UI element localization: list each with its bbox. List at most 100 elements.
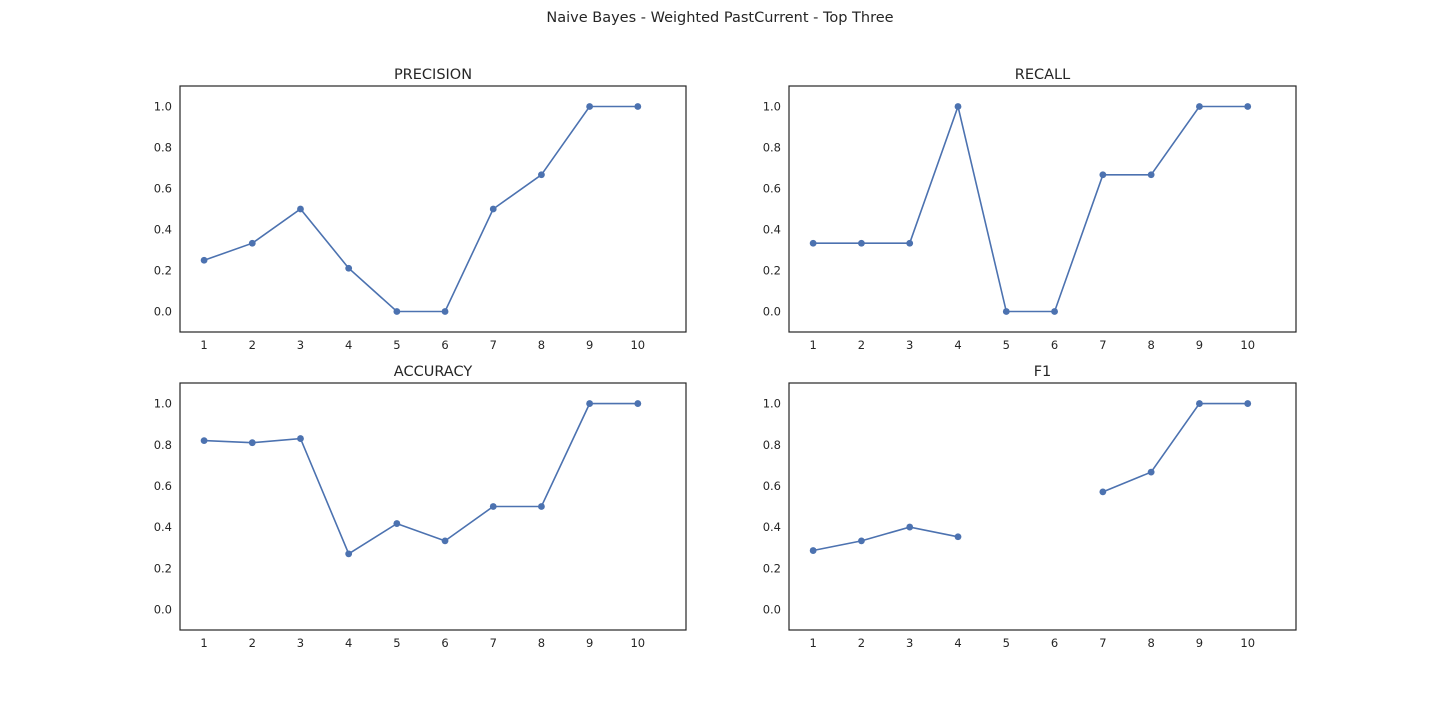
precision-xtick-label: 3 bbox=[297, 338, 304, 352]
f1-xtick-label: 4 bbox=[954, 636, 961, 650]
precision-title: PRECISION bbox=[394, 67, 472, 83]
accuracy-ytick-label: 0.2 bbox=[154, 561, 172, 575]
accuracy-xtick-label: 7 bbox=[490, 636, 497, 650]
f1-panel: F1 0.0 0.2 0.4 0.6 0.8 1.0 1 2 3 4 5 6 7 8 9 10 bbox=[763, 364, 1297, 650]
precision-xtick-label: 6 bbox=[441, 338, 448, 352]
recall-xtick-label: 8 bbox=[1147, 338, 1154, 352]
f1-point bbox=[809, 547, 817, 554]
precision-point bbox=[441, 308, 449, 315]
f1-xtick-label: 10 bbox=[1240, 636, 1255, 650]
f1-xtick-label: 3 bbox=[906, 636, 913, 650]
recall-ytick-label: 0.2 bbox=[763, 264, 781, 278]
f1-ytick-label: 0.8 bbox=[763, 438, 781, 452]
f1-xtick-label: 6 bbox=[1051, 636, 1058, 650]
precision-ytick-label: 0.2 bbox=[154, 264, 172, 278]
f1-point bbox=[1147, 468, 1155, 476]
recall-xtick-label: 10 bbox=[1240, 338, 1255, 352]
precision-xtick-label: 2 bbox=[249, 338, 256, 352]
accuracy-xtick-label: 10 bbox=[630, 636, 645, 650]
f1-ytick-label: 0.0 bbox=[763, 602, 781, 616]
accuracy-point bbox=[393, 520, 401, 527]
f1-point bbox=[858, 537, 865, 545]
recall-point bbox=[1147, 171, 1155, 179]
precision-ytick-label: 0.0 bbox=[154, 305, 172, 319]
recall-point bbox=[954, 103, 962, 110]
accuracy-xtick-label: 4 bbox=[345, 636, 352, 650]
accuracy-xtick-label: 5 bbox=[393, 636, 400, 650]
precision-point bbox=[200, 256, 208, 264]
recall-ytick-label: 1.0 bbox=[763, 100, 781, 114]
accuracy-point bbox=[441, 537, 449, 545]
accuracy-ytick-label: 1.0 bbox=[154, 397, 172, 411]
f1-title: F1 bbox=[1034, 364, 1052, 380]
recall-xtick-label: 4 bbox=[954, 338, 961, 352]
f1-ytick-label: 0.4 bbox=[763, 520, 781, 534]
precision-xtick-label: 8 bbox=[538, 338, 545, 352]
precision-series-line bbox=[203, 105, 638, 313]
recall-point bbox=[1244, 103, 1252, 110]
f1-series-line bbox=[812, 526, 959, 552]
figure-title: Naive Bayes - Weighted PastCurrent - Top… bbox=[546, 10, 894, 26]
f1-ytick-label: 1.0 bbox=[763, 397, 781, 411]
precision-point bbox=[393, 308, 401, 315]
accuracy-xtick-label: 2 bbox=[249, 636, 256, 650]
f1-axes-frame bbox=[788, 382, 1297, 631]
accuracy-ytick-label: 0.4 bbox=[154, 520, 172, 534]
f1-point bbox=[954, 533, 962, 541]
recall-point bbox=[809, 239, 817, 247]
recall-ytick-label: 0.6 bbox=[763, 182, 781, 196]
f1-point bbox=[1099, 488, 1107, 496]
accuracy-point bbox=[248, 439, 256, 447]
f1-xtick-label: 5 bbox=[1003, 636, 1010, 650]
precision-point bbox=[586, 103, 594, 110]
precision-point bbox=[297, 205, 304, 213]
accuracy-xtick-label: 9 bbox=[586, 636, 593, 650]
accuracy-ytick-label: 0.6 bbox=[154, 479, 172, 493]
precision-axes-frame bbox=[179, 85, 687, 333]
accuracy-series-line bbox=[204, 402, 638, 555]
precision-point bbox=[489, 205, 497, 213]
recall-xtick-label: 7 bbox=[1099, 338, 1106, 352]
f1-ytick-label: 0.2 bbox=[763, 561, 781, 575]
f1-xtick-label: 9 bbox=[1196, 636, 1203, 650]
f1-point bbox=[906, 523, 914, 531]
precision-xtick-label: 1 bbox=[200, 338, 207, 352]
recall-xtick-label: 9 bbox=[1196, 338, 1203, 352]
f1-ytick-label: 0.6 bbox=[763, 479, 781, 493]
precision-point bbox=[345, 264, 353, 272]
accuracy-point bbox=[345, 550, 353, 558]
accuracy-panel: ACCURACY 0.0 0.2 0.4 0.6 0.8 1.0 1 2 3 4 5 6 7 8 9 10 bbox=[154, 364, 687, 650]
precision-panel: PRECISION 0.0 0.2 0.4 0.6 0.8 1.0 1 2 3 4 5 6 7 8 9 10 bbox=[154, 67, 687, 352]
precision-point bbox=[248, 239, 256, 247]
precision-ytick-label: 0.6 bbox=[154, 182, 172, 196]
accuracy-axes-frame bbox=[179, 382, 687, 631]
accuracy-point bbox=[489, 503, 497, 510]
recall-panel: RECALL 0.0 0.2 0.4 0.6 0.8 1.0 1 2 3 4 5 6 7 8 9 10 bbox=[763, 67, 1297, 352]
precision-xtick-label: 9 bbox=[586, 338, 593, 352]
recall-point bbox=[1099, 171, 1107, 179]
recall-xtick-label: 6 bbox=[1051, 338, 1058, 352]
recall-xtick-label: 1 bbox=[809, 338, 816, 352]
recall-point bbox=[858, 239, 865, 247]
precision-xtick-label: 10 bbox=[630, 338, 645, 352]
f1-xtick-label: 1 bbox=[809, 636, 816, 650]
accuracy-title: ACCURACY bbox=[394, 364, 473, 380]
recall-point bbox=[1002, 308, 1010, 315]
accuracy-point bbox=[538, 503, 545, 510]
precision-point bbox=[634, 103, 642, 110]
recall-xtick-label: 2 bbox=[858, 338, 865, 352]
accuracy-point bbox=[297, 435, 304, 442]
recall-xtick-label: 3 bbox=[906, 338, 913, 352]
accuracy-point bbox=[634, 400, 642, 407]
f1-point bbox=[1244, 400, 1252, 407]
recall-axes-frame bbox=[788, 85, 1297, 333]
f1-series-line bbox=[1102, 402, 1248, 493]
recall-ytick-label: 0.4 bbox=[763, 223, 781, 237]
recall-xtick-label: 5 bbox=[1003, 338, 1010, 352]
precision-xtick-label: 7 bbox=[490, 338, 497, 352]
f1-point bbox=[1196, 400, 1203, 407]
recall-series-line bbox=[813, 103, 1248, 313]
recall-point bbox=[1051, 308, 1058, 315]
accuracy-point bbox=[200, 437, 208, 445]
precision-ytick-label: 0.4 bbox=[154, 223, 172, 237]
